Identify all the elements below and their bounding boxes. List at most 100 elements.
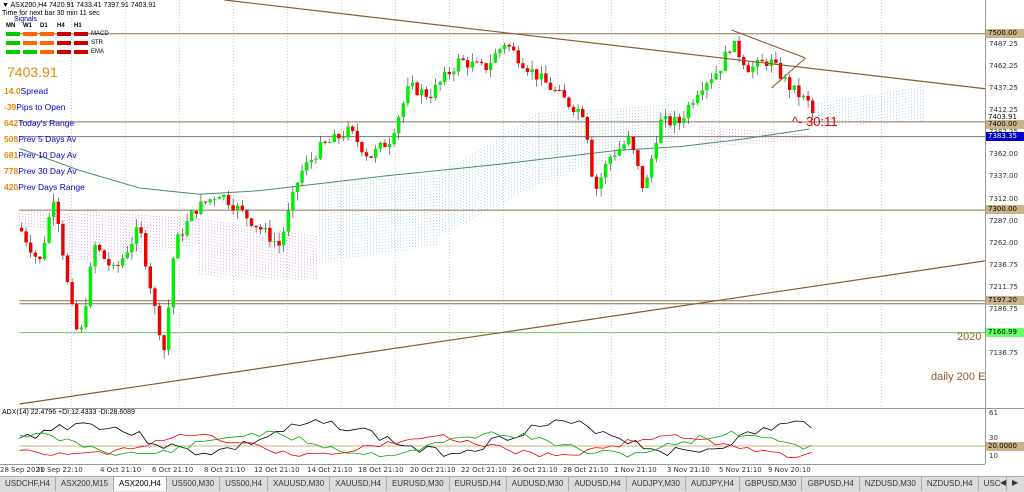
candle-body bbox=[420, 89, 424, 96]
candle-body bbox=[645, 177, 649, 189]
candle-body bbox=[332, 133, 336, 143]
chart-tab[interactable]: ASX200,H4 bbox=[114, 477, 167, 491]
signal-row-label: STR bbox=[91, 39, 103, 46]
candle-body bbox=[719, 70, 723, 74]
chart-tab[interactable]: EURUSD,M30 bbox=[387, 477, 450, 491]
candle-body bbox=[728, 51, 732, 53]
info-value: 642 bbox=[4, 118, 19, 128]
candle-body bbox=[47, 217, 51, 243]
candle-body bbox=[231, 205, 235, 211]
candle-body bbox=[180, 234, 185, 236]
level-daily-ema-label: daily 200 EMA bbox=[931, 371, 1002, 383]
info-spread: 14.0Spread bbox=[4, 86, 85, 102]
time-axis[interactable]: 28 Sep 2021 30 Sep 22:10 4 Oct 21:10 6 Oct … bbox=[0, 464, 985, 477]
candle-body bbox=[811, 100, 815, 114]
tab-scroll-right-icon[interactable]: ▶ bbox=[1012, 478, 1019, 487]
time-tick-label: 28 Sep 2021 bbox=[0, 466, 45, 474]
chart-tab[interactable]: AUDJPY,M30 bbox=[627, 477, 686, 491]
price-chart[interactable] bbox=[0, 0, 1024, 408]
candle-body bbox=[199, 201, 203, 214]
adx-indicator-panel[interactable] bbox=[0, 408, 1024, 464]
price-tick-label: 7186.75 bbox=[989, 304, 1018, 313]
info-prev-30-days: 778Prev 30 Day Av bbox=[4, 166, 85, 182]
price-tick-label: 7487.25 bbox=[989, 40, 1018, 48]
candle-body bbox=[70, 282, 74, 304]
candle-body bbox=[539, 73, 543, 80]
candle-body bbox=[33, 252, 37, 257]
chart-tab[interactable]: USC bbox=[979, 477, 1007, 491]
candle-body bbox=[535, 69, 539, 80]
price-tick-label: 7337.00 bbox=[989, 172, 1018, 181]
candle-body bbox=[489, 62, 493, 71]
candle-body bbox=[631, 136, 635, 151]
price-tick-label: 7211.75 bbox=[989, 282, 1018, 291]
candle-body bbox=[774, 59, 778, 63]
candle-body bbox=[581, 108, 585, 118]
candle-body bbox=[558, 89, 562, 91]
time-tick-label: 1 Nov 21:10 bbox=[614, 466, 657, 474]
candle-body bbox=[594, 176, 599, 189]
chart-tab[interactable]: GBPUSD,H4 bbox=[802, 477, 860, 491]
candle-body bbox=[139, 227, 143, 234]
candle-body bbox=[98, 244, 102, 251]
tf-label-h4: H4 bbox=[57, 23, 65, 29]
candle-body bbox=[378, 142, 382, 149]
signal-light bbox=[23, 31, 37, 36]
candle-body bbox=[696, 94, 700, 103]
bar-countdown-label: ^- 30:11 bbox=[792, 114, 838, 129]
chart-tab[interactable]: USDCHF,H4 bbox=[0, 477, 56, 491]
candle-body bbox=[673, 116, 677, 126]
chart-tab[interactable]: AUDUSD,M30 bbox=[507, 477, 570, 491]
ema-line bbox=[19, 128, 810, 195]
candle-body bbox=[38, 256, 42, 260]
chart-tab[interactable]: GBPUSD,M30 bbox=[740, 477, 803, 491]
trendlines bbox=[19, 0, 1005, 405]
adx-tick: 10 bbox=[989, 452, 998, 460]
candle-body bbox=[438, 81, 442, 85]
signals-title: Signals bbox=[14, 16, 37, 23]
current-price-display: 7403.91 bbox=[7, 64, 58, 80]
adx-label: ADX(14) 22.4796 +DI:12.4333 -DI:28.6089 bbox=[2, 409, 135, 416]
price-tick-label: 7462.25 bbox=[989, 62, 1018, 71]
chart-tab[interactable]: AUDJPY,H4 bbox=[686, 477, 740, 491]
signal-light bbox=[23, 40, 37, 45]
candle-body bbox=[788, 77, 792, 90]
candle-body bbox=[705, 83, 709, 91]
chart-tab[interactable]: NZDUSD,H4 bbox=[922, 477, 979, 491]
price-axis[interactable]: 7487.257462.257437.257412.257387.257362.… bbox=[985, 0, 1024, 464]
chart-tab[interactable]: XAUUSD,M30 bbox=[268, 477, 331, 491]
info-value: 420 bbox=[4, 182, 19, 192]
candle-body bbox=[387, 144, 392, 148]
candle-body bbox=[249, 218, 254, 226]
signal-light bbox=[74, 31, 88, 36]
candle-body bbox=[314, 158, 318, 160]
price-level-tag: 7400.00 bbox=[986, 119, 1024, 129]
candle-body bbox=[429, 96, 433, 99]
adx-line bbox=[19, 430, 812, 458]
candle-body bbox=[102, 250, 106, 259]
adx-line bbox=[19, 433, 812, 459]
chart-tab[interactable]: US500,H4 bbox=[220, 477, 269, 491]
candle-body bbox=[760, 59, 764, 62]
candle-body bbox=[148, 266, 152, 289]
candle-body bbox=[571, 106, 576, 113]
signal-row-label: MACD bbox=[91, 30, 109, 37]
candle-body bbox=[226, 194, 231, 206]
chart-tab[interactable]: EURUSD,H4 bbox=[450, 477, 507, 491]
candle-body bbox=[328, 142, 332, 144]
candle-body bbox=[769, 59, 773, 67]
lower-trendline bbox=[19, 257, 1005, 405]
chart-tab[interactable]: US500,M30 bbox=[167, 477, 221, 491]
chart-tab[interactable]: NZDUSD,M30 bbox=[860, 477, 922, 491]
chart-tab[interactable]: AUDUSD,H4 bbox=[569, 477, 627, 491]
time-tick-label: 5 Nov 21:10 bbox=[719, 466, 762, 474]
tab-scroll-left-icon[interactable]: ◀ bbox=[1000, 478, 1007, 487]
candle-body bbox=[613, 155, 617, 157]
candle-body bbox=[84, 306, 88, 328]
candle-body bbox=[24, 231, 28, 243]
chart-tab[interactable]: ASX200,M15 bbox=[56, 477, 115, 491]
candle-body bbox=[654, 142, 658, 159]
candle-body bbox=[111, 264, 116, 266]
candle-body bbox=[636, 150, 640, 166]
chart-tab[interactable]: XAUUSD,H4 bbox=[330, 477, 387, 491]
